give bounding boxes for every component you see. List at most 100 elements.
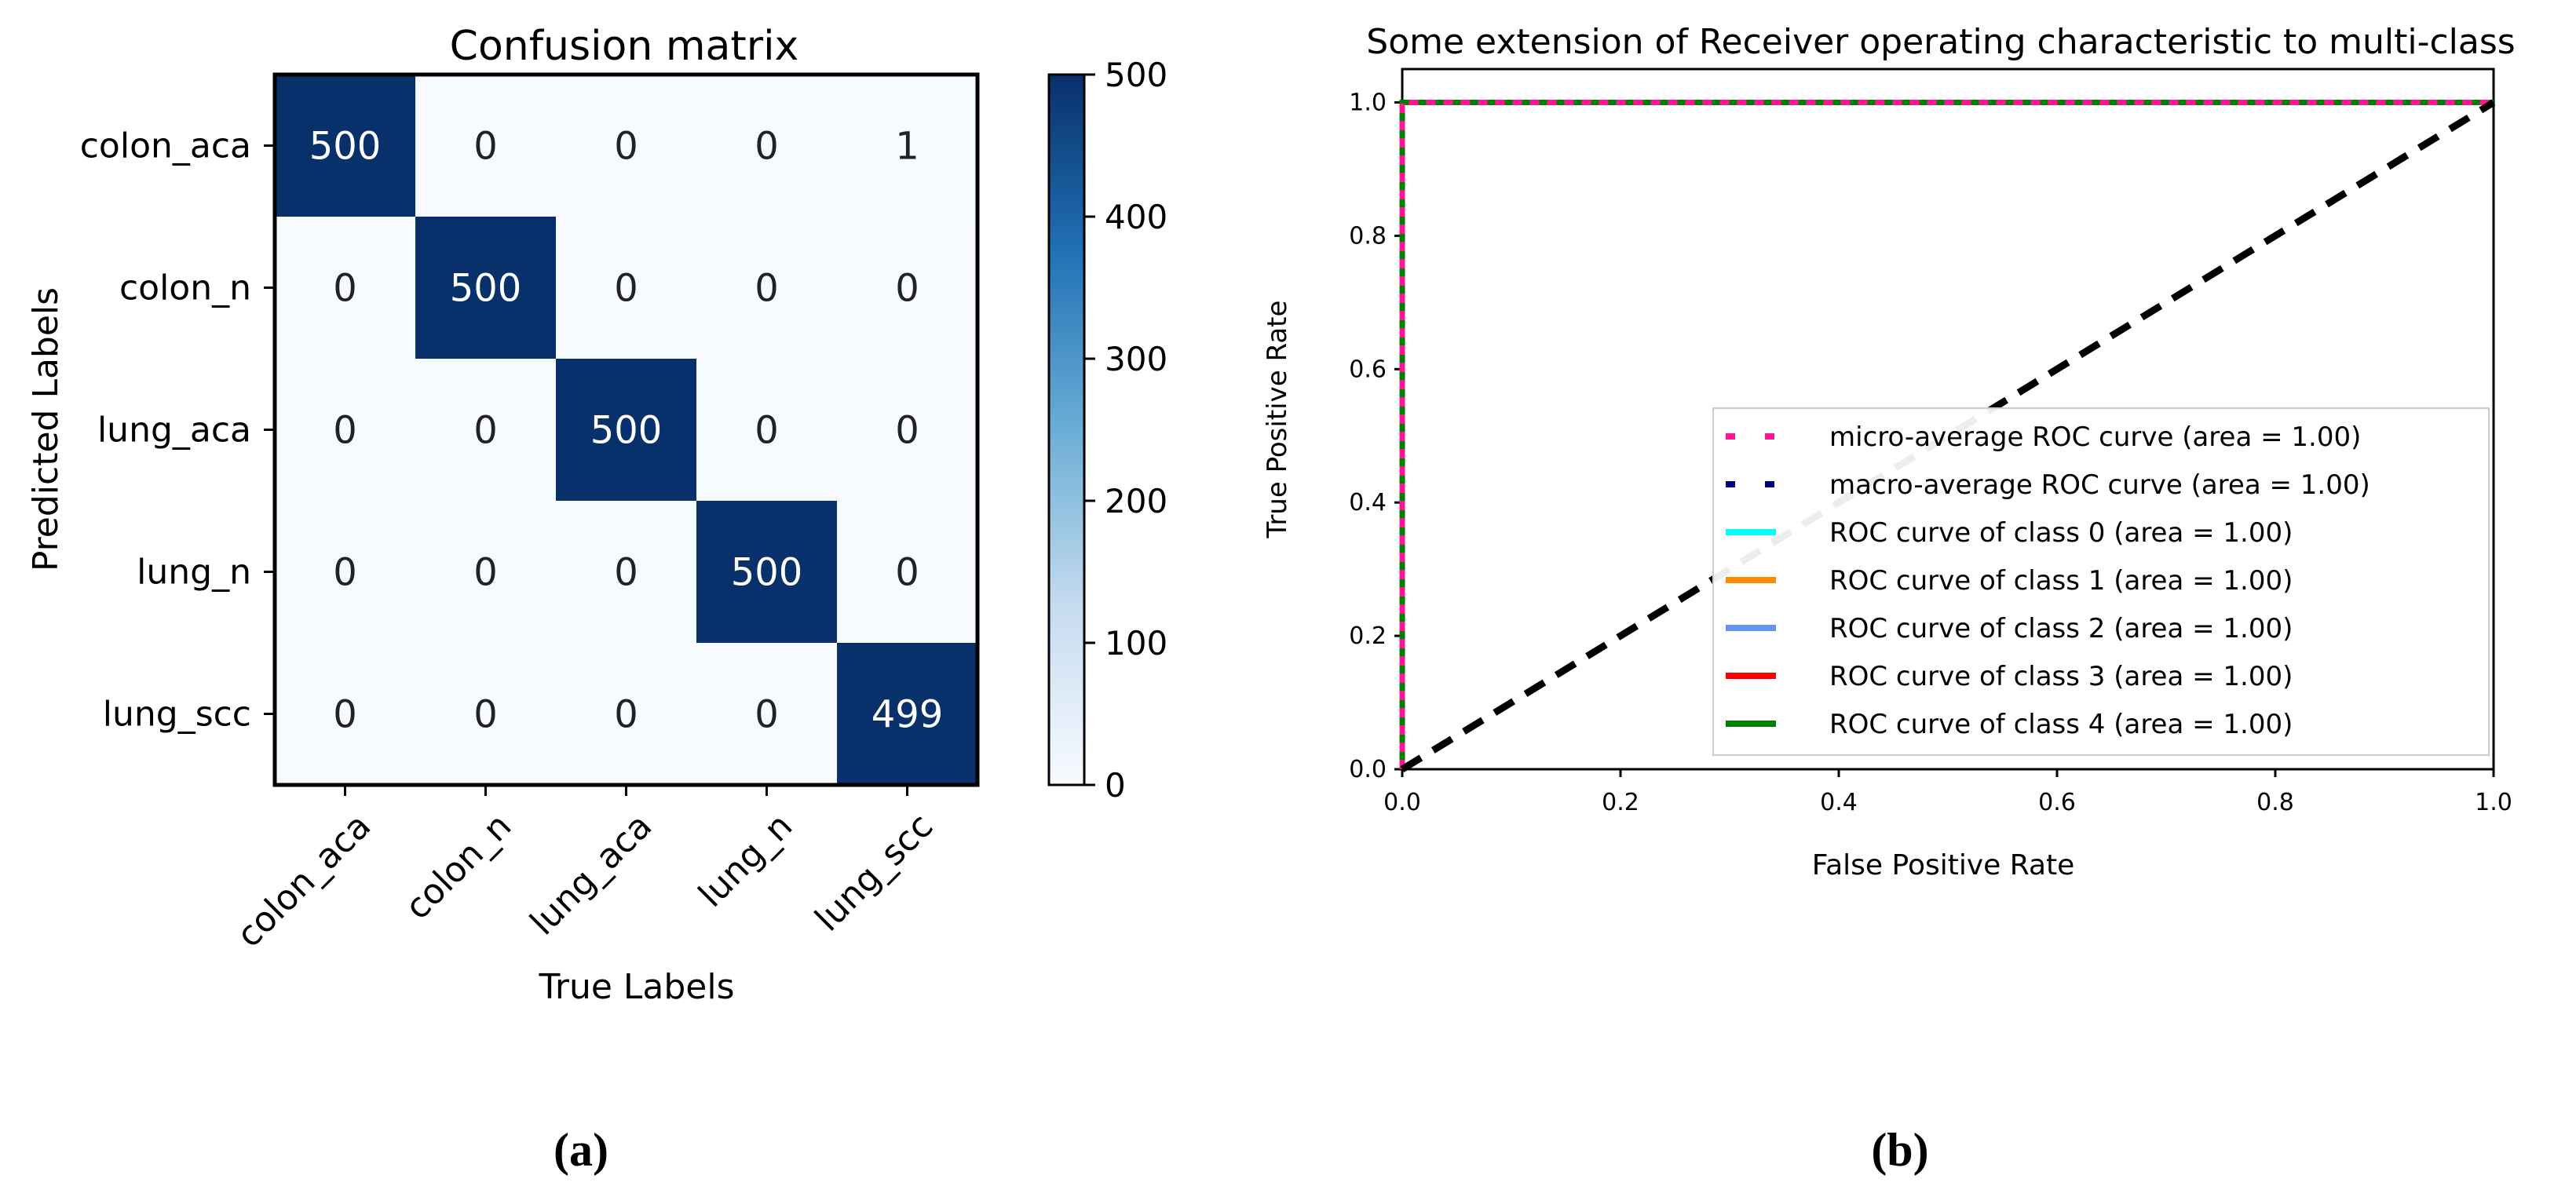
roc-x-tick-label: 0.0 — [1383, 789, 1421, 816]
cm-x-axis-label: True Labels — [538, 967, 734, 1007]
cm-x-tick-label: lung_n — [691, 806, 800, 915]
roc-x-tick-label: 0.8 — [2256, 789, 2294, 816]
roc-x-tick-label: 1.0 — [2475, 789, 2512, 816]
cm-cell-value: 0 — [614, 267, 638, 311]
roc-legend-label: ROC curve of class 2 (area = 1.00) — [1829, 613, 2293, 644]
cm-cell-value: 0 — [333, 551, 357, 595]
roc-legend-label: micro-average ROC curve (area = 1.00) — [1829, 422, 2361, 453]
cm-cell — [275, 217, 416, 359]
cm-colorbar-tick-label: 500 — [1105, 56, 1167, 94]
cm-x-tick-label: lung_aca — [523, 806, 660, 943]
roc-y-tick-label: 1.0 — [1349, 89, 1387, 116]
cm-colorbar-tick-label: 0 — [1105, 766, 1126, 805]
roc-axis-ticks: 0.0 0.2 0.4 0.6 0.8 1.0 0.0 0.2 0.4 0.6 0.8 1.0 — [1349, 89, 2512, 816]
confusion-matrix-panel: Confusion matrix 500 0 0 0 1 0 500 0 0 0 0 0 500 0 0 0 0… — [26, 23, 1167, 1176]
cm-cell — [415, 643, 557, 786]
cm-cell — [415, 501, 557, 644]
cm-cell — [696, 359, 838, 502]
cm-cell-value: 0 — [895, 409, 919, 453]
cm-y-tick-label: lung_aca — [97, 411, 251, 451]
cm-cell — [415, 359, 557, 502]
cm-cell-value: 0 — [895, 267, 919, 311]
cm-cell-value: 500 — [450, 267, 522, 311]
roc-x-tick-label: 0.4 — [1820, 789, 1858, 816]
cm-cell — [696, 501, 838, 644]
cm-cell — [556, 217, 697, 359]
cm-y-tick-label: lung_scc — [103, 695, 251, 735]
cm-cell-value: 0 — [473, 125, 498, 169]
cm-cell-value: 0 — [473, 551, 498, 595]
cm-cell-value: 0 — [755, 125, 779, 169]
cm-cell — [556, 359, 697, 502]
cm-y-tick-label: colon_aca — [80, 126, 251, 166]
cm-cell — [275, 501, 416, 644]
roc-y-tick-label: 0.4 — [1349, 489, 1387, 516]
roc-legend: micro-average ROC curve (area = 1.00) mac… — [1712, 407, 2490, 756]
cm-cell — [556, 75, 697, 217]
roc-series-line — [1399, 99, 2494, 769]
cm-x-tick-label: colon_aca — [229, 806, 378, 955]
roc-title: Some extension of Receiver operating cha… — [1366, 22, 2515, 62]
caption-a: (a) — [554, 1124, 608, 1176]
cm-cell-value: 0 — [473, 409, 498, 453]
cm-cell-value: 0 — [755, 693, 779, 737]
roc-x-axis-label: False Positive Rate — [1812, 849, 2075, 881]
cm-cell — [275, 75, 416, 217]
roc-legend-label: ROC curve of class 4 (area = 1.00) — [1829, 709, 2293, 740]
cm-cell-value: 500 — [731, 551, 803, 595]
cm-y-tick-label: colon_n — [119, 268, 251, 308]
cm-cell — [837, 643, 978, 786]
cm-x-tick-label: colon_n — [397, 806, 519, 928]
cm-colorbar-ticks: 0 100 200 300 400 500 — [1084, 56, 1167, 805]
cm-cell-value: 0 — [895, 551, 919, 595]
cm-cell-value: 0 — [333, 693, 357, 737]
cm-y-axis-label: Predicted Labels — [26, 287, 66, 571]
cm-cell — [837, 501, 978, 644]
cm-cell-value: 0 — [614, 125, 638, 169]
cm-cell-value: 500 — [309, 125, 382, 169]
roc-legend-label: ROC curve of class 0 (area = 1.00) — [1829, 517, 2293, 549]
cm-cell-value: 500 — [590, 409, 663, 453]
roc-legend-label: macro-average ROC curve (area = 1.00) — [1829, 469, 2370, 501]
cm-x-tick-label: lung_scc — [807, 806, 941, 940]
cm-colorbar-tick-label: 200 — [1105, 482, 1167, 520]
cm-title: Confusion matrix — [450, 23, 799, 70]
roc-x-tick-label: 0.6 — [2038, 789, 2076, 816]
cm-colorbar-tick-label: 100 — [1105, 624, 1167, 662]
cm-cell — [696, 75, 838, 217]
roc-y-tick-label: 0.0 — [1349, 756, 1387, 783]
roc-legend-label: ROC curve of class 1 (area = 1.00) — [1829, 565, 2293, 597]
roc-lines — [1399, 99, 2496, 772]
cm-cell — [275, 643, 416, 786]
roc-panel: Some extension of Receiver operating cha… — [1262, 22, 2516, 1176]
cm-cell — [837, 359, 978, 502]
caption-b: (b) — [1871, 1124, 1928, 1176]
cm-y-tick-labels: colon_aca colon_n lung_aca lung_n lung_scc — [80, 126, 275, 735]
roc-diagonal-line — [1400, 99, 2496, 772]
cm-cell — [696, 217, 838, 359]
cm-cell-value: 0 — [755, 267, 779, 311]
roc-y-axis-label: True Positive Rate — [1262, 301, 1293, 539]
roc-legend-items: micro-average ROC curve (area = 1.00) mac… — [1726, 422, 2370, 740]
cm-cells: 500 0 0 0 1 0 500 0 0 0 0 0 500 0 0 0 0 0 500 0 0 0 0 0 499 — [275, 75, 978, 786]
cm-cell-value: 0 — [614, 693, 638, 737]
cm-cell — [556, 643, 697, 786]
cm-cell-value: 499 — [871, 693, 944, 737]
cm-cell-value: 0 — [333, 409, 357, 453]
roc-y-tick-label: 0.6 — [1349, 356, 1387, 383]
cm-cell — [837, 75, 978, 217]
cm-cell — [415, 75, 557, 217]
cm-cell — [696, 643, 838, 786]
cm-y-tick-label: lung_n — [137, 553, 251, 593]
cm-cell — [837, 217, 978, 359]
roc-legend-box — [1712, 407, 2490, 756]
roc-x-tick-label: 0.2 — [1602, 789, 1639, 816]
roc-legend-label: ROC curve of class 3 (area = 1.00) — [1829, 661, 2293, 692]
cm-cell-value: 1 — [895, 125, 919, 169]
roc-y-tick-label: 0.2 — [1349, 622, 1387, 650]
cm-cell — [556, 501, 697, 644]
cm-colorbar — [1047, 73, 1086, 786]
cm-cell-value: 0 — [473, 693, 498, 737]
cm-cell-value: 0 — [333, 267, 357, 311]
